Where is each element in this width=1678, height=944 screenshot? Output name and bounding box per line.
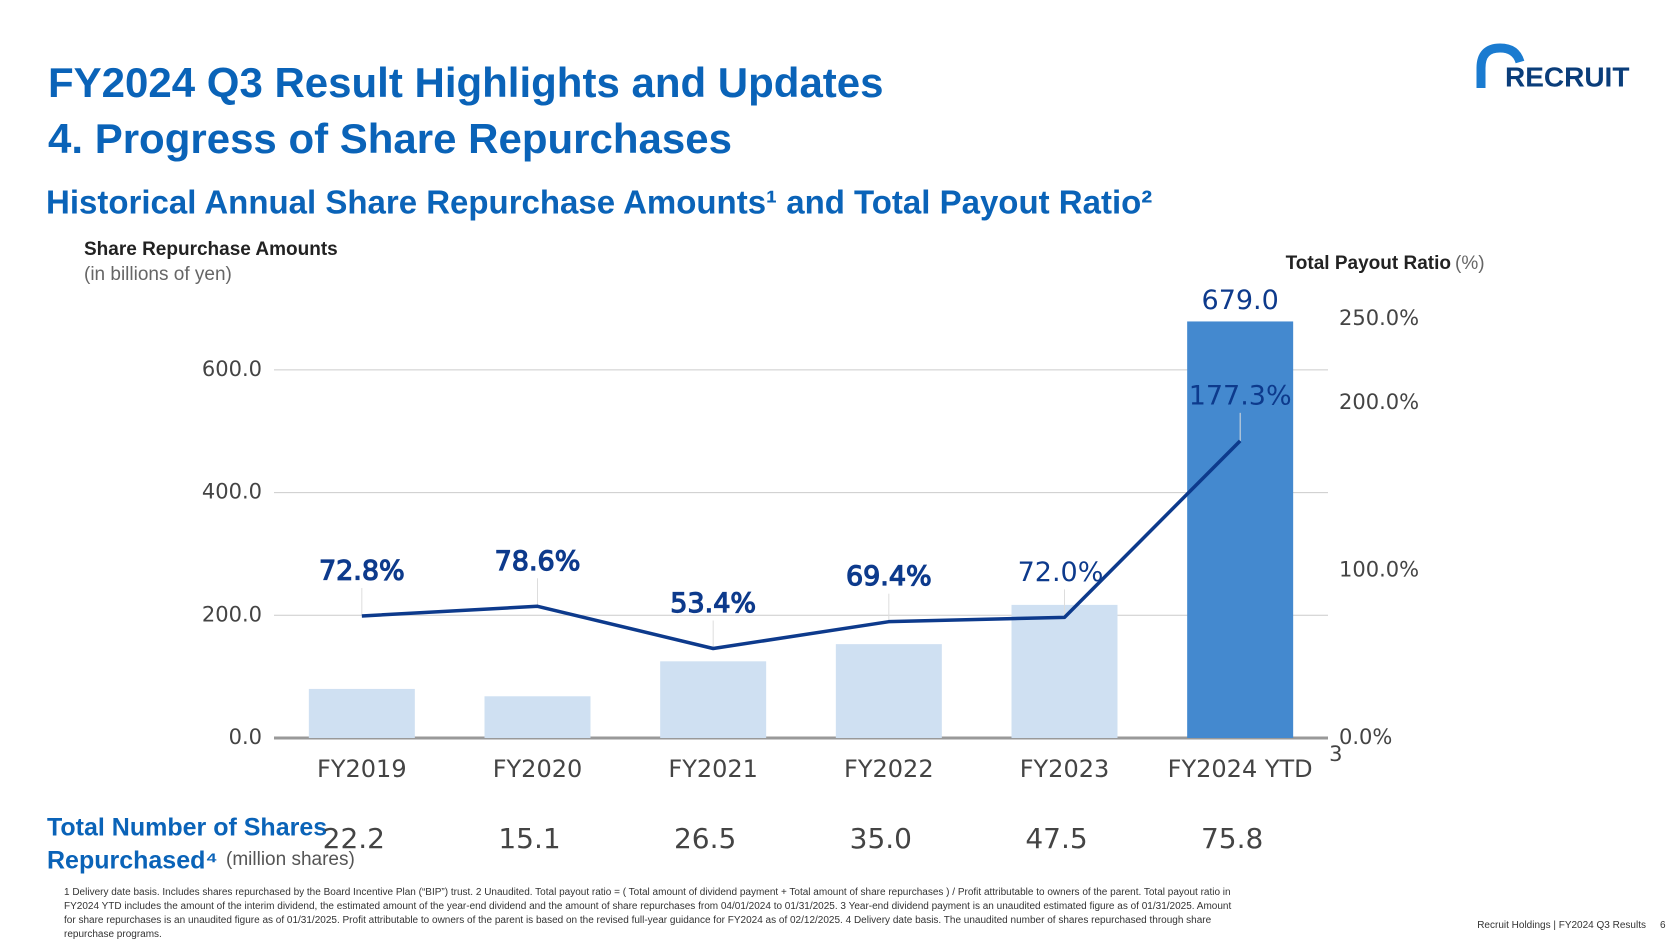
line-value-label: 72.0% (1018, 557, 1104, 588)
line-value-label: 177.3% (1189, 380, 1292, 411)
bar (484, 696, 591, 738)
y2-tick-label: 100.0% (1339, 557, 1419, 581)
y2-tick-label: 200.0% (1339, 390, 1419, 414)
y-label: Share Repurchase Amounts (84, 239, 338, 260)
y-tick-label: 400.0 (202, 480, 262, 504)
bar (1187, 321, 1294, 738)
logo-mark (1476, 43, 1525, 88)
y2-tick-label: 250.0% (1339, 306, 1419, 330)
bar (835, 644, 942, 738)
y-tick-label: 600.0 (202, 357, 262, 381)
footer: Recruit Holdings | FY2024 Q3 Results (1477, 920, 1646, 931)
line-value-label: 53.4% (670, 588, 756, 619)
x-tick-label: FY2021 (668, 755, 758, 783)
bar (1011, 604, 1118, 738)
shares-value: 47.5 (1025, 822, 1087, 855)
shares-label: Total Number of Shares (47, 814, 327, 842)
page-number: 6 (1660, 920, 1666, 931)
shares-value: 26.5 (674, 822, 736, 855)
footnote: 1 Delivery date basis. Includes shares r… (64, 887, 1231, 898)
line-value-label: 78.6% (495, 546, 581, 577)
shares-label: Repurchased⁴ (47, 847, 218, 875)
y-tick-label: 0.0 (229, 725, 262, 749)
line-value-label: 72.8% (319, 555, 405, 586)
x-tick-label: FY2024 YTD (1168, 755, 1313, 783)
y-tick-label: 200.0 (202, 602, 262, 626)
x-tick-label: FY2022 (844, 755, 934, 783)
x-tick-note: 3 (1329, 742, 1342, 766)
shares-value: 35.0 (850, 822, 912, 855)
shares-unit: (million shares) (226, 849, 355, 870)
shares-value: 22.2 (323, 822, 385, 855)
shares-value: 15.1 (498, 822, 560, 855)
y2-label: Total Payout Ratio (1286, 253, 1451, 274)
y-unit: (in billions of yen) (84, 264, 232, 285)
line-value-label: 69.4% (846, 561, 932, 592)
bar (308, 688, 415, 738)
footnote: repurchase programs. (64, 929, 162, 940)
footnote: for share repurchases is an unaudited fi… (64, 915, 1212, 926)
x-tick-label: FY2019 (317, 755, 407, 783)
title: FY2024 Q3 Result Highlights and Updates (48, 59, 884, 106)
bar (660, 661, 767, 738)
y2-tick-label: 0.0% (1339, 725, 1392, 749)
y2-unit: (%) (1455, 253, 1485, 274)
bar-value-label: 679.0 (1202, 285, 1279, 316)
chart-title: Historical Annual Share Repurchase Amoun… (46, 184, 1152, 221)
footnote: FY2024 YTD includes the amount of the in… (64, 901, 1231, 912)
line (361, 439, 1242, 651)
x-tick-label: FY2020 (493, 755, 583, 783)
shares-value: 75.8 (1201, 822, 1263, 855)
logo: RECRUIT (1505, 61, 1629, 92)
x-tick-label: FY2023 (1020, 755, 1110, 783)
subtitle: 4. Progress of Share Repurchases (48, 115, 732, 162)
